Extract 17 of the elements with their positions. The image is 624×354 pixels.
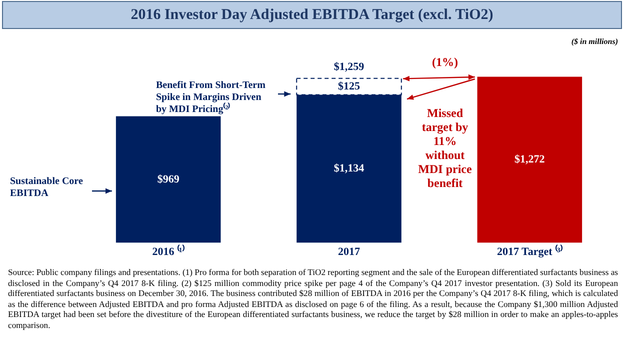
annotation: Missed target by 11% without MDI price benefit: [417, 106, 473, 190]
x-tick-label: 2017: [338, 246, 360, 258]
text: ($ in millions): [571, 36, 618, 48]
x-tick-label: 2017 Target ⁽³⁾: [496, 244, 564, 258]
annotation: Sustainable Core EBITDA: [10, 176, 84, 200]
source-note: Source: Public company filings and presentations. (1) Pro forma for both separation of TiO2 reporting segment and the sale of the European differentiated surfactants business as disclosed in the Company’s Q4 2017 8-K filing. (2) $125 million commodity price spike per page 4 of the Company’s Q4 2017 investor presentation. (3) Sold its European differentiated surfactants business on December 30, 2016. The business contributed $28 million of EBITDA in 2016 per the Company’s Q4 2017 8-K filing, which is calculated as the difference between Adjusted EBITDA and pro forma Adjusted EBITDA as disclosed on page 6 of the filing. As a result, because the Company $1,300 million Adjusted EBITDA target had been set before the divestiture of the European differentiated surfactants business, we reduce the target by $28 million in order to make an apples-to-apples comparison.: [8, 267, 618, 331]
bar: [116, 116, 221, 243]
data-label: $125: [338, 80, 360, 92]
data-label: $1,134: [334, 162, 365, 175]
total-label: $1,259: [334, 60, 365, 73]
text: (1%): [431, 55, 459, 69]
chart-title: 2016 Investor Day Adjusted EBITDA Target (excl. TiO2): [2, 1, 622, 29]
bar: [477, 76, 582, 243]
data-label: $969: [157, 173, 180, 186]
data-label: $1,272: [514, 154, 546, 166]
annotation: Benefit From Short-Term Spike in Margins Driven by MDI Pricing⁽²⁾: [156, 80, 266, 116]
x-tick-label: 2016 ⁽¹⁾: [152, 244, 186, 258]
